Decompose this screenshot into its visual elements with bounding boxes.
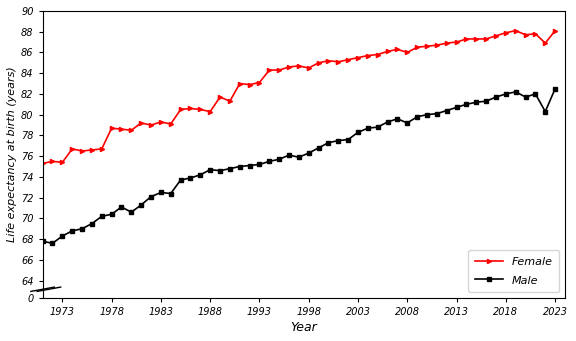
Female [492,34,499,38]
Female [365,54,372,58]
Female [177,107,184,112]
Legend: Female, Male: Female, Male [468,250,559,292]
Male [444,108,450,113]
Line: Female: Female [40,29,557,165]
Male [187,176,194,180]
Male [502,92,509,96]
Male [374,125,381,129]
Male [355,130,362,134]
Male [552,87,559,91]
X-axis label: Year: Year [290,321,317,334]
Female [335,60,342,64]
Y-axis label: Life expectancy at birth (years): Life expectancy at birth (years) [7,66,17,242]
Female [344,58,351,62]
Female [552,29,559,33]
Female [39,161,46,165]
Male [344,137,351,142]
Male [39,239,46,243]
Line: Male: Male [40,87,557,246]
Female [433,43,440,47]
Male [49,241,56,245]
Female [512,29,519,33]
